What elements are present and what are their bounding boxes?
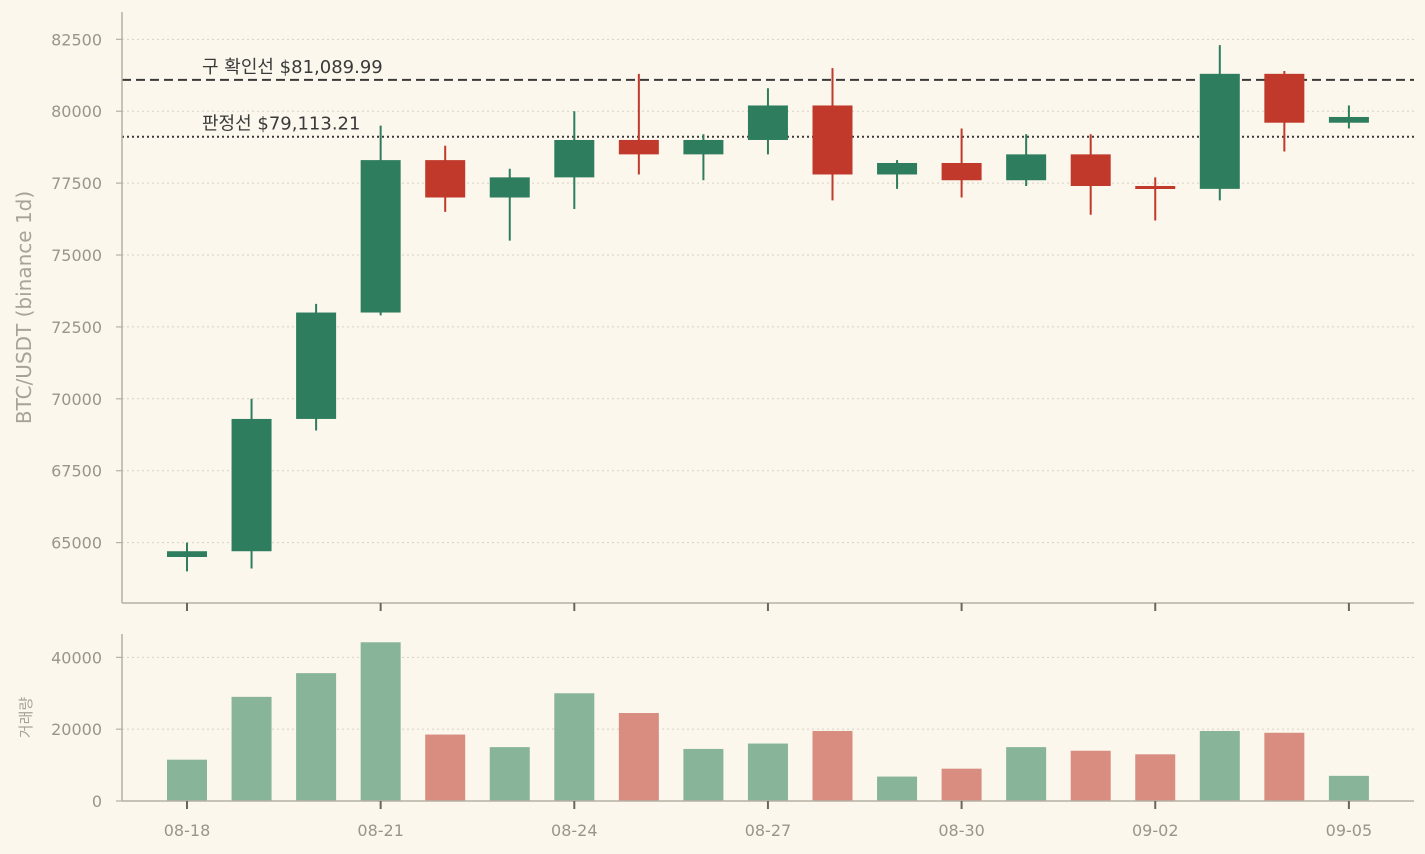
candle-body [231, 418, 272, 552]
candle-body [1328, 116, 1369, 123]
x-tick-label: 08-27 [745, 821, 792, 840]
volume-bar [1199, 730, 1240, 801]
volume-bar [489, 747, 530, 801]
volume-bar [296, 673, 337, 801]
price-tick-label: 77500 [51, 174, 102, 193]
volume-axis-title: 거래량 [17, 697, 35, 739]
volume-tick-label: 0 [92, 792, 102, 811]
candle-body [167, 551, 207, 557]
price-axis-title: BTC/USDT (binance 1d) [12, 191, 36, 424]
volume-bar [747, 743, 788, 801]
price-tick-label: 80000 [51, 102, 102, 121]
candle-body [1199, 73, 1240, 189]
x-tick-label: 08-21 [357, 821, 404, 840]
volume-bar [167, 759, 207, 801]
volume-bar [1135, 754, 1176, 801]
volume-bar [683, 748, 724, 801]
candle-body [1264, 73, 1305, 123]
volume-tick-label: 40000 [51, 648, 102, 667]
price-tick-label: 70000 [51, 390, 102, 409]
axes [116, 12, 1414, 809]
price-tick-label: 82500 [51, 30, 102, 49]
x-tick-label: 09-05 [1326, 821, 1373, 840]
volume-bar [425, 734, 466, 801]
candle-body [877, 162, 918, 175]
volume-bar [360, 642, 401, 801]
candle-body [425, 160, 466, 198]
price-tick-label: 67500 [51, 462, 102, 481]
candle-body [1135, 185, 1176, 189]
volume-bar [1264, 732, 1305, 801]
candles [167, 45, 1369, 572]
volume-bar [554, 693, 595, 801]
candle-body [683, 139, 724, 155]
candle-body [489, 177, 530, 198]
x-tick-label: 08-18 [164, 821, 211, 840]
tick-labels: 65000 67500 70000 72500 75000 77500 80000 82500… [51, 30, 1372, 840]
volume-bar [618, 713, 659, 801]
x-tick-label: 09-02 [1132, 821, 1179, 840]
volume-bar [1328, 775, 1369, 801]
volume-bar [812, 730, 853, 801]
volume-bar [941, 768, 982, 801]
price-grid [122, 38, 1414, 544]
x-tick-label: 08-24 [551, 821, 598, 840]
candle-body [747, 105, 788, 140]
volume-tick-label: 20000 [51, 720, 102, 739]
price-tick-label: 65000 [51, 534, 102, 553]
candle-body [1070, 154, 1111, 186]
candle-body [554, 139, 595, 178]
candle-body [618, 139, 659, 155]
volume-grid [122, 656, 1414, 730]
price-tick-label: 75000 [51, 246, 102, 265]
reference-line-label: 구 확인선 $81,089.99 [202, 57, 383, 78]
candle-body [360, 160, 401, 313]
volume-bar [877, 776, 918, 801]
volume-bar [231, 696, 272, 801]
candle-body [812, 105, 853, 175]
volume-bar [1006, 747, 1047, 801]
candle-body [1006, 154, 1047, 181]
price-tick-label: 72500 [51, 318, 102, 337]
x-tick-label: 08-30 [938, 821, 985, 840]
candle-body [941, 162, 982, 181]
volume-bars [167, 642, 1369, 801]
volume-bar [1070, 750, 1111, 801]
candle-body [296, 312, 337, 419]
reference-line-label: 판정선 $79,113.21 [202, 114, 360, 135]
